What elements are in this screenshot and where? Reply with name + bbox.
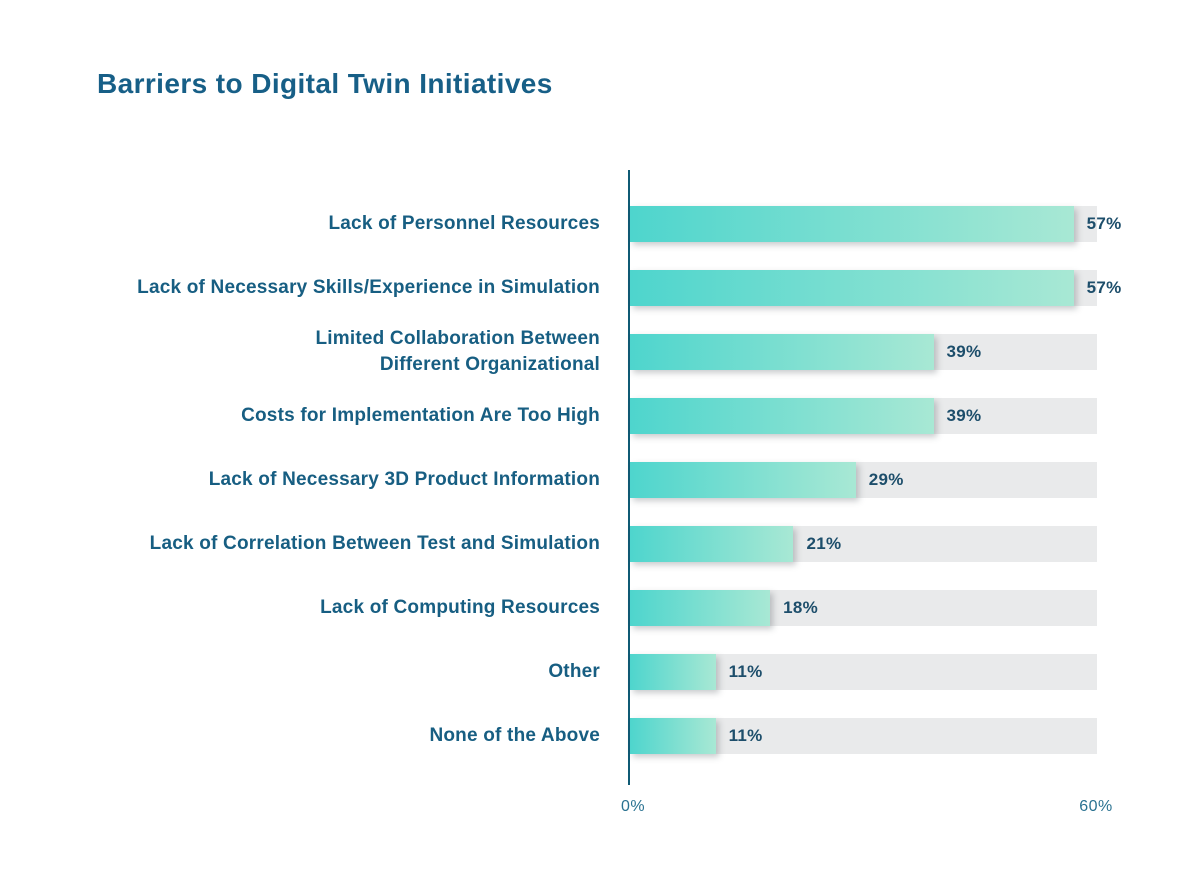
- bar: [630, 334, 934, 370]
- category-label: Costs for Implementation Are Too High: [241, 404, 600, 426]
- bar-row: Other 11%: [0, 654, 1097, 690]
- bar-row: Lack of Personnel Resources 57%: [0, 206, 1121, 242]
- value-label: 29%: [868, 470, 904, 489]
- bar-track: 11%: [630, 718, 1097, 754]
- category-label: Lack of Personnel Resources: [328, 212, 600, 234]
- value-label: 21%: [806, 534, 842, 553]
- bar-track: 39%: [630, 398, 1097, 434]
- bar-row: Lack of Necessary Skills/Experience in S…: [0, 270, 1121, 306]
- x-axis-tick-max: 60%: [1079, 798, 1113, 815]
- bar-track: 29%: [630, 462, 1097, 498]
- bar-row: Costs for Implementation Are Too High 39%: [0, 398, 1097, 434]
- value-label: 11%: [728, 726, 763, 745]
- bar: [630, 462, 856, 498]
- bar-row: Limited Collaboration Between Different …: [0, 328, 1097, 375]
- value-label: 18%: [783, 598, 819, 617]
- bar-row: Lack of Correlation Between Test and Sim…: [0, 526, 1097, 562]
- x-axis-tick-min: 0%: [620, 798, 646, 815]
- category-label: Lack of Necessary Skills/Experience in S…: [137, 276, 600, 298]
- value-label: 57%: [1086, 278, 1122, 297]
- bar-rows: Lack of Personnel Resources 57% Lack of Ne…: [0, 206, 1121, 782]
- category-label: Lack of Computing Resources: [320, 596, 600, 618]
- bar: [630, 270, 1074, 306]
- bar: [630, 718, 716, 754]
- category-label: Limited Collaboration Between Different …: [315, 327, 600, 375]
- bar-track: 18%: [630, 590, 1097, 626]
- value-label: 39%: [946, 342, 982, 361]
- bar-row: Lack of Necessary 3D Product Information…: [0, 462, 1097, 498]
- bar-track: 11%: [630, 654, 1097, 690]
- value-label: 57%: [1086, 214, 1122, 233]
- category-label: Lack of Necessary 3D Product Information: [208, 468, 600, 490]
- bar: [630, 526, 794, 562]
- bar-track: 57%: [630, 206, 1121, 242]
- category-label: Lack of Correlation Between Test and Sim…: [149, 532, 600, 554]
- bar-row: Lack of Computing Resources 18%: [0, 590, 1097, 626]
- y-axis-line: [628, 170, 630, 785]
- value-label: 39%: [946, 406, 982, 425]
- bar: [630, 398, 934, 434]
- chart-title: Barriers to Digital Twin Initiatives: [97, 68, 553, 99]
- bar: [630, 654, 716, 690]
- value-label: 11%: [728, 662, 763, 681]
- bar-track: 57%: [630, 270, 1121, 306]
- category-label: None of the Above: [429, 724, 600, 746]
- bar: [630, 206, 1074, 242]
- bar-track: 39%: [630, 334, 1097, 370]
- bar-track: 21%: [630, 526, 1097, 562]
- category-label: Other: [548, 660, 600, 682]
- bar: [630, 590, 771, 626]
- bar-row: None of the Above 11%: [0, 718, 1097, 754]
